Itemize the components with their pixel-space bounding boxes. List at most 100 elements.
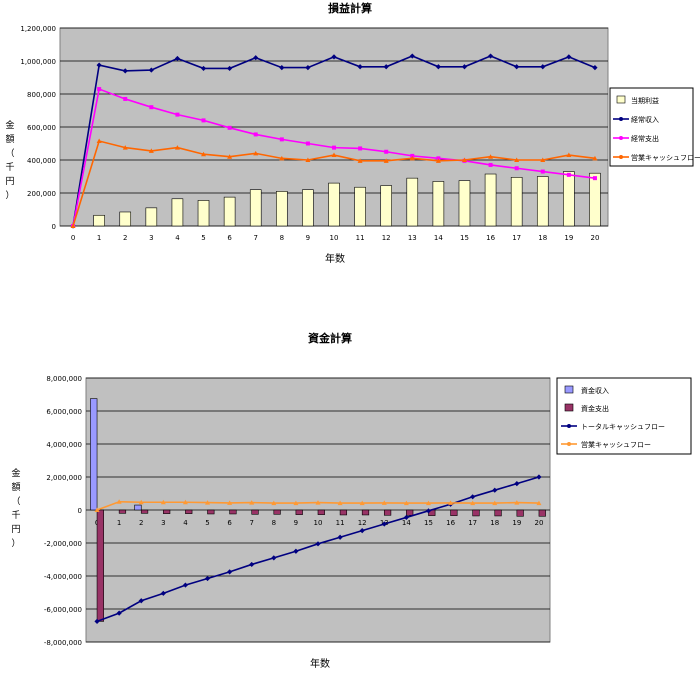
chart2-title: 資金計算 <box>308 331 352 345</box>
chart2-bar <box>361 509 370 516</box>
chart1-bar <box>223 196 236 227</box>
chart1-point <box>487 53 494 59</box>
chart2-legend-marker <box>567 424 571 428</box>
chart2-point <box>359 528 365 534</box>
chart2-y-tick-label: 0 <box>78 507 82 515</box>
chart1-point <box>253 55 259 61</box>
chart1-bar <box>458 180 471 227</box>
chart1-point <box>383 158 389 163</box>
chart1-y-label: 金額 （ 千円 ） <box>5 119 14 201</box>
chart2-y-label-char: 金 <box>11 467 20 479</box>
chart2-point <box>381 521 387 527</box>
chart2-point <box>182 499 188 505</box>
chart1-bar <box>484 173 497 227</box>
chart2-point <box>293 500 299 506</box>
chart2-bar <box>251 509 259 515</box>
chart2-x-tick-label: 16 <box>446 519 455 527</box>
chart1-point <box>383 64 389 70</box>
chart1-y-tick-label: 0 <box>52 223 56 231</box>
chart2-y-label: 金額 （ 千円 ） <box>11 467 20 549</box>
chart2-legend-label: トータルキャッシュフロー <box>581 422 665 431</box>
chart1-point <box>566 54 572 60</box>
chart2-point <box>182 582 189 588</box>
chart1-point <box>227 154 233 159</box>
chart2-point <box>138 598 144 604</box>
chart1-bar <box>302 189 314 227</box>
chart2-point <box>448 500 454 505</box>
chart-fund: 資金計算 -8,000,000 -6,000,000 -4,000,000 -2,00… <box>11 331 692 670</box>
chart1-point <box>148 67 154 73</box>
chart2-legend-marker <box>567 442 571 446</box>
chart1-x-tick-label: 8 <box>280 234 284 242</box>
chart1-point <box>279 137 284 142</box>
chart1-point <box>305 65 311 71</box>
chart1-point <box>592 155 598 161</box>
chart1-point <box>305 157 311 162</box>
chart1-y-label-char: 円 <box>5 176 14 187</box>
chart2-bar <box>273 509 281 515</box>
chart2-bar <box>229 509 237 515</box>
chart1-y-tick-label: 400,000 <box>27 157 56 165</box>
chart2-point <box>293 548 299 554</box>
chart1-x-tick-label: 6 <box>227 234 232 242</box>
chart1-point <box>409 155 415 161</box>
chart2-point <box>514 481 520 487</box>
chart2-y-label-char: 千 <box>11 510 20 521</box>
chart1-point <box>488 154 494 159</box>
chart2-point <box>116 610 122 616</box>
chart1-point <box>96 62 102 68</box>
chart1-y-tick-label: 600,000 <box>27 124 56 132</box>
chart2-y-tick-label: -4,000,000 <box>44 573 82 581</box>
chart2-x-tick-label: 17 <box>468 519 477 527</box>
chart1-point <box>174 55 181 62</box>
chart2-point <box>227 500 233 505</box>
chart2-y-tick-label: -8,000,000 <box>44 639 82 647</box>
chart2-bar <box>538 509 546 517</box>
chart1-point <box>435 64 441 70</box>
chart2-x-tick-label: 15 <box>424 519 433 527</box>
chart1-point <box>358 146 363 151</box>
chart2-bar <box>450 509 458 516</box>
chart1-x-tick-label: 5 <box>201 234 205 242</box>
chart1-y-tick-label: 800,000 <box>27 91 56 99</box>
chart1-bar <box>510 177 523 227</box>
chart1-point <box>461 157 467 162</box>
chart1-title: 損益計算 <box>328 1 372 15</box>
chart2-x-tick-label: 2 <box>139 519 143 527</box>
chart1-point <box>435 158 441 163</box>
chart2-y-tick-label: 8,000,000 <box>46 375 82 383</box>
chart2-legend-swatch <box>564 403 574 412</box>
chart1-point <box>122 68 128 74</box>
chart2-point <box>470 500 476 506</box>
chart1-legend-label: 当期利益 <box>631 96 659 105</box>
chart1-lines <box>70 53 598 229</box>
chart1-x-tick-label: 19 <box>564 234 573 242</box>
chart2-point <box>271 500 277 506</box>
chart1-x-axis: 0 1 2 3 4 5 6 7 8 9 10 11 12 13 14 15 16 17 18 19 20 <box>71 234 600 242</box>
chart2-point <box>315 500 321 505</box>
chart1-legend-label: 経常支出 <box>631 134 659 143</box>
chart1-point <box>305 141 310 146</box>
chart1-bar <box>536 176 549 227</box>
chart1-point <box>201 151 207 157</box>
chart2-legend-label: 資金収入 <box>581 386 609 395</box>
chart2-point <box>94 507 100 512</box>
chart2-bar <box>96 509 104 622</box>
chart1-bar <box>354 186 366 227</box>
chart1-legend-marker <box>619 155 623 159</box>
chart1-bar <box>589 172 601 227</box>
chart1-point <box>97 87 102 92</box>
chart2-bars <box>90 398 546 622</box>
chart1-y-axis: 0 200,000 400,000 600,000 800,000 1,000,000 1,… <box>20 25 56 231</box>
chart2-bar <box>295 509 303 515</box>
chart1-bar <box>328 182 340 227</box>
chart1-point <box>227 125 232 130</box>
chart1-point <box>566 152 572 158</box>
chart2-y-tick-label: 2,000,000 <box>46 474 82 482</box>
chart1-bar <box>93 214 105 227</box>
chart2-x-tick-label: 8 <box>272 519 276 527</box>
chart1-x-tick-label: 11 <box>356 234 365 242</box>
chart1-x-tick-label: 20 <box>590 234 599 242</box>
chart2-point <box>94 618 100 624</box>
